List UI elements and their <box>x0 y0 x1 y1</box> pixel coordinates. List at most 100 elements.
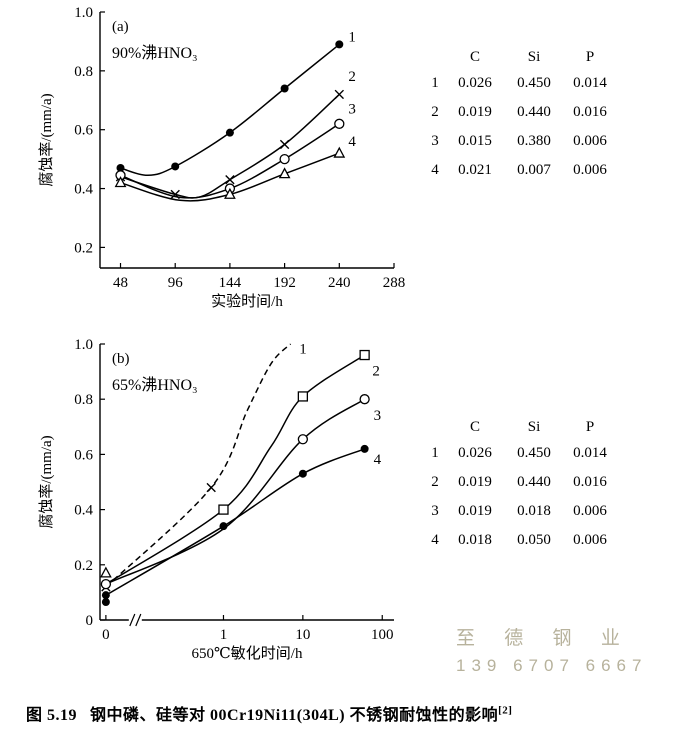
table-cell: 0.019 <box>458 503 492 519</box>
axis-break-icon <box>129 613 142 627</box>
caption-figure-number: 图 5.19 <box>26 707 78 724</box>
marker-filled-circle <box>225 128 234 137</box>
table-cell: 0.006 <box>573 503 607 519</box>
column-header: P <box>585 49 595 65</box>
table-row: 2 0.019 0.440 0.016 <box>424 105 616 120</box>
marker-open-square <box>297 391 309 402</box>
series-curve-1 <box>105 343 292 588</box>
marker-x <box>206 482 216 493</box>
series-curve-2 <box>120 93 340 199</box>
table-cell: 0.015 <box>458 133 492 149</box>
marker-filled-circle <box>280 84 289 93</box>
y-tick-label: 0.2 <box>74 558 93 574</box>
watermark-company-text: 至 德 钢 业 <box>456 628 632 649</box>
marker-open-circle <box>297 434 309 445</box>
marker-open-triangle <box>278 167 291 179</box>
composition-table-a: C Si P 1 0.026 0.450 0.014 2 0.019 0.440 0.016 3 0.0… <box>424 50 616 192</box>
table-corner <box>424 50 446 65</box>
series-label-4: 4 <box>348 134 356 150</box>
table-cell: 1 <box>431 75 439 91</box>
chart-title: 90%沸HNO₃ <box>112 44 198 62</box>
table-cell: 0.450 <box>517 75 551 91</box>
series-curve-1 <box>120 43 340 177</box>
table-row: 3 0.019 0.018 0.006 <box>424 504 616 519</box>
x-tick-label: 10 <box>295 627 310 643</box>
table-cell: 2 <box>431 474 439 490</box>
y-tick-label: 0.6 <box>74 447 93 463</box>
table-cell: 0.014 <box>573 75 607 91</box>
x-tick-label: 0 <box>102 627 110 643</box>
series-label-1: 1 <box>299 342 307 358</box>
series-label-3: 3 <box>348 102 356 118</box>
table-cell: 0.380 <box>517 133 551 149</box>
marker-filled-circle <box>298 469 307 478</box>
y-tick-label: 0.4 <box>74 182 93 198</box>
watermark-phone-number: 139 6707 6667 <box>456 656 648 676</box>
marker-open-triangle <box>99 566 112 578</box>
y-tick-label: 0.8 <box>74 392 93 408</box>
series-curve-4 <box>105 448 365 596</box>
chart-b: 0 0.2 0.4 0.6 0.8 1.0 0 1 10 100 腐蚀率/(mm/a) 650℃敏化时… <box>37 337 394 662</box>
table-cell: 0.016 <box>573 104 607 120</box>
series-curve-3 <box>105 398 366 585</box>
y-axis-title: 腐蚀率/(mm/a) <box>37 435 55 528</box>
column-header: P <box>585 419 595 435</box>
series-label-2: 2 <box>348 69 356 85</box>
column-header: C <box>469 419 480 435</box>
marker-x <box>225 175 235 185</box>
table-cell: 0.016 <box>573 474 607 490</box>
series-curve-2 <box>105 354 366 585</box>
marker-filled-circle <box>116 163 125 172</box>
table-cell: 0.021 <box>458 162 492 178</box>
x-axis-title: 650℃敏化时间/h <box>192 645 303 662</box>
caption-reference-mark: [2] <box>498 704 513 717</box>
y-tick-label: 0.2 <box>74 240 93 256</box>
marker-open-triangle <box>114 176 127 188</box>
table-cell: 0.440 <box>517 474 551 490</box>
table-row: 4 0.021 0.007 0.006 <box>424 163 616 178</box>
marker-open-circle <box>334 118 345 129</box>
table-cell: 0.018 <box>517 503 551 519</box>
watermark: 至 德 钢 业 139 6707 6667 <box>456 624 647 680</box>
x-tick-label: 96 <box>168 275 184 291</box>
table-row: 2 0.019 0.440 0.016 <box>424 475 616 490</box>
x-tick-label: 288 <box>383 275 406 291</box>
x-tick-label: 240 <box>328 275 351 291</box>
y-tick-label: 0 <box>86 613 94 629</box>
table-cell: 0.006 <box>573 162 607 178</box>
table-corner <box>424 420 446 435</box>
table-cell: 4 <box>431 532 439 548</box>
table-cell: 3 <box>431 503 439 519</box>
table-cell: 3 <box>431 133 439 149</box>
table-cell: 0.450 <box>517 445 551 461</box>
y-axis-title: 腐蚀率/(mm/a) <box>37 93 55 186</box>
axis-break-gap <box>128 614 142 626</box>
series-label-1: 1 <box>348 29 356 45</box>
marker-open-triangle <box>224 187 236 199</box>
x-tick-label: 100 <box>371 627 394 643</box>
table-row: 4 0.018 0.050 0.006 <box>424 533 616 548</box>
table-row: 1 0.026 0.450 0.014 <box>424 446 616 461</box>
marker-open-circle <box>279 153 290 165</box>
column-header: C <box>469 49 480 65</box>
series-label-4: 4 <box>374 452 382 468</box>
marker-x <box>279 139 290 150</box>
marker-x <box>170 189 180 200</box>
table-cell: 0.019 <box>458 474 492 490</box>
table-cell: 0.019 <box>458 104 492 120</box>
caption-text: 钢中磷、硅等对 00Cr19Ni11(304L) 不锈钢耐蚀性的影响 <box>90 707 499 724</box>
table-header-row: C Si P <box>424 50 616 65</box>
panel-label: (a) <box>112 19 129 35</box>
marker-open-circle <box>100 578 112 590</box>
y-tick-label: 0.8 <box>74 64 93 80</box>
marker-x <box>334 89 344 100</box>
table-cell: 0.006 <box>573 532 607 548</box>
chart-a: 0.2 0.4 0.6 0.8 1.0 48 96 144 192 240 288 腐蚀率/(mm/a… <box>37 5 406 310</box>
marker-filled-circle <box>219 522 228 531</box>
column-header: Si <box>527 49 541 65</box>
x-axis-title: 实验时间/h <box>211 293 283 310</box>
marker-open-square <box>359 349 370 361</box>
x-tick-label: 1 <box>220 627 228 643</box>
x-tick-label: 192 <box>273 275 296 291</box>
y-tick-label: 1.0 <box>74 337 93 353</box>
